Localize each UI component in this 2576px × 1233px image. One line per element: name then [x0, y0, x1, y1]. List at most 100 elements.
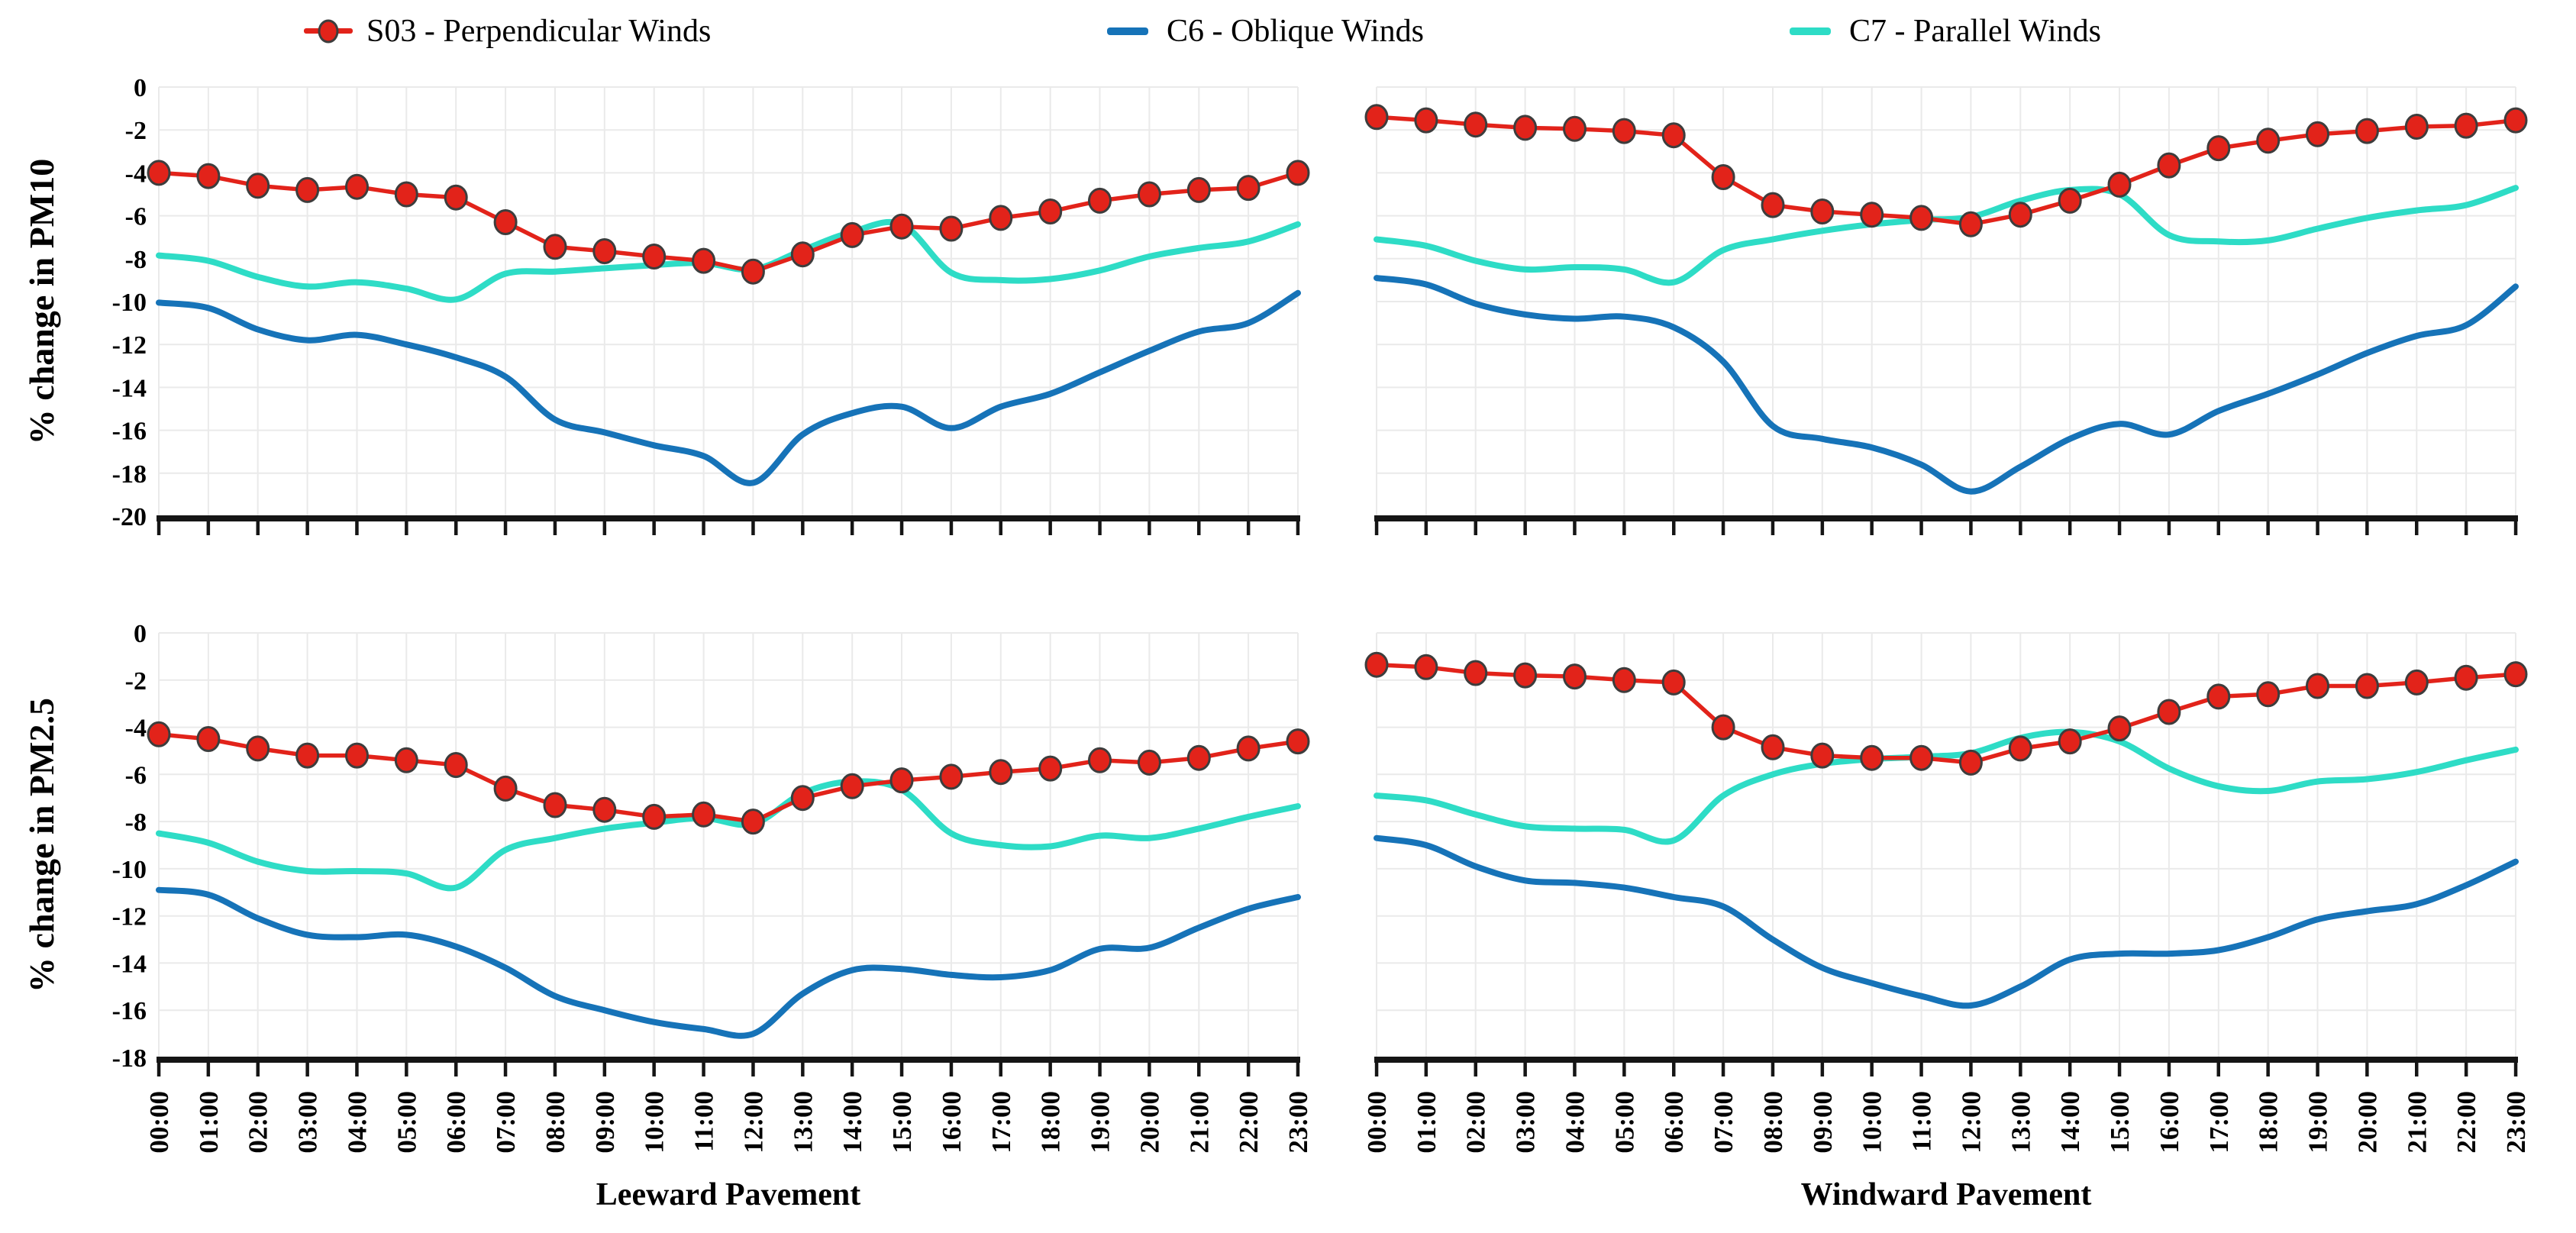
series-s03-line [158, 732, 1299, 824]
x-tick-mark [1820, 521, 1825, 535]
data-point-marker [2306, 121, 2329, 147]
x-tick-mark [206, 1063, 211, 1076]
x-tick-mark [2513, 1063, 2518, 1076]
x-axis-line [157, 515, 1300, 521]
data-point-marker [493, 209, 518, 235]
x-tick-label: 19:00 [1086, 1091, 1115, 1154]
x-tick-mark [1098, 1063, 1102, 1076]
y-tick-label: -6 [125, 761, 147, 789]
gridlines [1376, 632, 2516, 1058]
data-point-marker [1186, 176, 1211, 203]
blue-line-swatch-icon [1104, 15, 1153, 48]
series-c7-line [156, 778, 1301, 892]
data-point-marker [1137, 749, 1161, 776]
x-tick-mark [1474, 1063, 1477, 1076]
x-tick-mark [1148, 521, 1151, 535]
data-point-marker [889, 213, 914, 240]
data-point-marker [741, 809, 765, 835]
data-point-marker [493, 775, 518, 802]
y-tick-label: -6 [125, 203, 147, 231]
x-tick-mark [503, 521, 508, 535]
y-tick-label: -12 [112, 331, 147, 360]
data-point-marker [1563, 115, 1587, 142]
data-point-marker [939, 215, 964, 242]
x-tick-mark [1573, 521, 1577, 535]
x-tick-label: 19:00 [2303, 1091, 2333, 1154]
x-tick-label: 07:00 [1709, 1091, 1738, 1154]
y-tick-label: -12 [112, 903, 147, 931]
data-point-marker [2058, 728, 2082, 755]
y-tick-labels: 0 -2 -4 -6 -8 -10 -12 -14 -16 -18 [112, 620, 147, 1073]
data-point-marker [1810, 199, 1835, 224]
data-point-marker [592, 796, 617, 823]
x-tick-mark [899, 1063, 904, 1076]
series-s03-markers [1364, 651, 2528, 776]
x-tick-mark [1296, 1063, 1300, 1076]
x-tick-label: 10:00 [1858, 1091, 1887, 1154]
series-c6-line [1374, 834, 2519, 1009]
data-point-marker [1364, 104, 1389, 131]
x-tick-mark [2117, 1063, 2122, 1076]
y-tick-label: -8 [125, 246, 147, 274]
x-tick-label: 18:00 [1036, 1091, 1066, 1154]
x-tick-mark [305, 1063, 309, 1076]
data-point-marker [939, 763, 964, 790]
x-tick-label: 02:00 [1461, 1091, 1491, 1154]
x-tick-mark [1246, 1063, 1251, 1076]
x-tick-label: 22:00 [1234, 1091, 1264, 1154]
x-tick-label: 04:00 [1561, 1091, 1590, 1154]
x-axis-line [1374, 1057, 2518, 1063]
x-axis-title: Leeward Pavement [596, 1177, 860, 1212]
data-point-marker [2355, 673, 2379, 699]
x-tick-mark [553, 1063, 557, 1076]
y-tick-label: -8 [125, 809, 147, 837]
legend-item-c7: C7 - Parallel Winds [1787, 11, 2101, 52]
y-tick-label: -4 [125, 160, 147, 188]
x-tick-mark [1969, 521, 1973, 535]
x-tick-mark [2167, 521, 2171, 535]
y-axis-title: % change in PM2.5 [22, 698, 61, 993]
x-axis-title: Windward Pavement [1801, 1177, 2092, 1212]
x-tick-mark [2266, 1063, 2270, 1076]
y-tick-labels: 0 -2 -4 -6 -8 -10 -12 -14 -16 -18 -20 [112, 74, 147, 531]
y-tick-label: -10 [112, 856, 147, 884]
data-point-marker [989, 205, 1013, 231]
x-tick-mark [2068, 521, 2072, 535]
data-point-marker [2404, 669, 2429, 696]
data-point-marker [1860, 202, 1884, 228]
x-tick-labels: 00:00 01:00 02:00 03:00 04:00 05:00 06:00 07:00… [144, 1091, 1313, 1154]
data-point-marker [2306, 673, 2329, 699]
series-c7-line [1374, 185, 2519, 286]
x-tick-mark [2216, 521, 2220, 535]
x-tick-label: 13:00 [2006, 1091, 2035, 1154]
data-point-marker [2008, 735, 2032, 762]
x-axis-line [157, 1057, 1300, 1063]
x-tick-mark [1919, 521, 1923, 535]
data-point-marker [246, 735, 270, 762]
chart-panel-pm10-leeward: 0 -2 -4 -6 -8 -10 -12 -14 -16 -18 -20 % change in P… [22, 74, 1310, 535]
data-point-marker [444, 752, 468, 778]
x-tick-mark [1771, 521, 1775, 535]
series-s03-markers [147, 160, 1310, 285]
data-point-marker [1958, 749, 1983, 776]
data-point-marker [1236, 735, 1261, 762]
x-tick-label: 06:00 [441, 1091, 471, 1154]
x-tick-label: 15:00 [2105, 1091, 2135, 1154]
data-point-marker [2157, 699, 2181, 725]
series-s03-line [158, 170, 1299, 274]
x-tick-label: 21:00 [2402, 1091, 2432, 1154]
x-tick-label: 20:00 [1135, 1091, 1164, 1154]
y-tick-label: -2 [125, 117, 147, 145]
x-tick-label: 12:00 [738, 1091, 768, 1154]
x-tick-mark [1148, 1063, 1151, 1076]
x-tick-label: 07:00 [491, 1091, 521, 1154]
x-tick-mark [1771, 1063, 1775, 1076]
x-tick-mark [652, 1063, 656, 1076]
x-tick-mark [999, 1063, 1002, 1076]
data-point-marker [1612, 667, 1636, 693]
x-tick-mark [2365, 1063, 2369, 1076]
x-tick-mark [2019, 521, 2022, 535]
x-tick-mark [355, 1063, 359, 1076]
data-point-marker [1513, 115, 1538, 141]
data-point-marker [2107, 171, 2132, 198]
